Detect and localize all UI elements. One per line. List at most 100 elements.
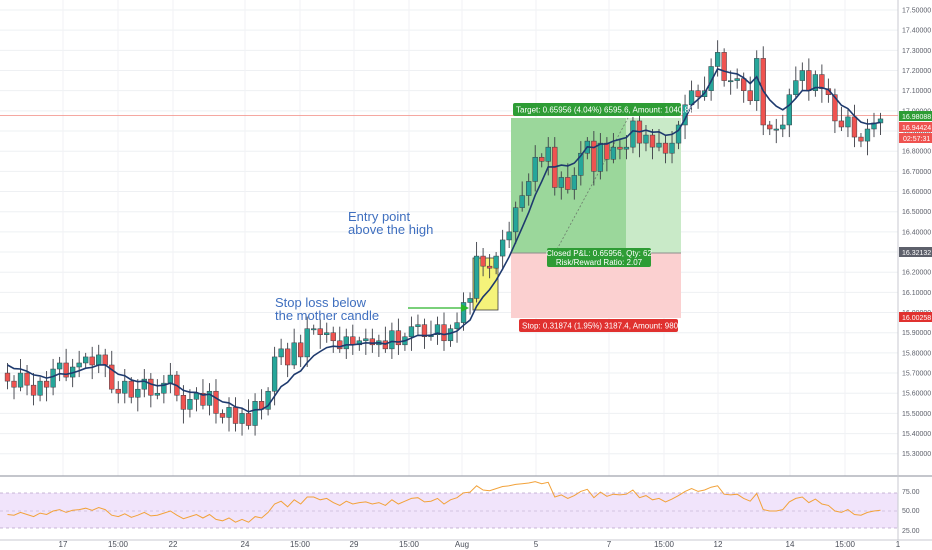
entry-price-tag xyxy=(899,247,932,257)
candle-up xyxy=(252,401,258,426)
time-tick-label: 12 xyxy=(714,540,723,549)
stop-note-line2: the mother candle xyxy=(275,308,379,323)
entry-price-tag-text: 16.32132 xyxy=(902,250,931,257)
price-tick-label: 15.80000 xyxy=(902,350,931,357)
candle-up xyxy=(167,374,174,384)
price-tick-label: 15.30000 xyxy=(902,451,931,458)
candle-up xyxy=(83,356,89,364)
stop-price-tag-text: 16.00258 xyxy=(902,315,931,322)
candle-up xyxy=(728,80,734,83)
countdown-tag-text: 02:57:31 xyxy=(903,136,930,143)
candle-down xyxy=(219,413,226,418)
price-axis[interactable]: 17.50000 17.40000 17.30000 17.20000 17.10000… xyxy=(902,8,931,459)
candle-down xyxy=(721,52,727,81)
candle-up xyxy=(161,382,167,394)
candle-down xyxy=(441,324,447,342)
time-tick-label: 14 xyxy=(786,540,795,549)
candle-down xyxy=(232,407,239,424)
candle-up xyxy=(610,146,617,160)
candle-up xyxy=(597,142,604,172)
candle-up xyxy=(506,231,512,241)
candle-up xyxy=(571,175,577,190)
price-tick-label: 16.80000 xyxy=(902,149,931,156)
candle-up xyxy=(473,255,480,299)
candle-up xyxy=(343,336,349,350)
candle-down xyxy=(395,330,402,346)
candle-down xyxy=(213,390,219,414)
candle-down xyxy=(298,342,304,358)
rsi-band xyxy=(0,493,898,528)
candle-down xyxy=(43,380,50,388)
candle-up xyxy=(526,181,532,196)
candle-up xyxy=(532,156,538,182)
candle-up xyxy=(623,146,630,150)
candle-up xyxy=(76,362,82,368)
candles xyxy=(4,40,884,436)
candle-up xyxy=(239,413,245,424)
candle-up xyxy=(460,302,467,323)
rsi-line xyxy=(7,481,881,523)
candle-up xyxy=(122,380,128,394)
stop-price-tag xyxy=(899,312,932,322)
last-price-tag-text: 16.94424 xyxy=(902,125,931,132)
candle-down xyxy=(591,140,597,172)
candle-down xyxy=(63,362,69,378)
candle-down xyxy=(662,142,669,154)
candle-down xyxy=(832,94,838,122)
price-tick-label: 17.50000 xyxy=(902,8,931,15)
candle-up xyxy=(271,356,278,392)
time-tick-label: 29 xyxy=(350,540,359,549)
entry-note-line1: Entry point xyxy=(348,209,411,224)
rsi-tick-25: 25.00 xyxy=(902,528,920,535)
candle-up xyxy=(434,324,441,335)
candle-down xyxy=(4,372,11,382)
ema-line xyxy=(7,67,881,413)
candle-up xyxy=(311,328,317,331)
entry-arrow xyxy=(408,304,469,312)
candle-up xyxy=(845,116,851,128)
time-axis[interactable]: 17 15:00 22 24 15:00 29 15:00 Aug 5 7 15:00 12 14 15:… xyxy=(59,540,901,549)
stop-label-box xyxy=(519,319,678,332)
candle-down xyxy=(337,340,343,350)
candle-up xyxy=(96,354,102,366)
candle-down xyxy=(649,134,656,148)
rsi-pane xyxy=(0,481,898,529)
candle-up xyxy=(630,120,636,148)
candle-up xyxy=(812,74,819,91)
entry-note-line2: above the high xyxy=(348,222,433,237)
price-tick-label: 16.20000 xyxy=(902,270,931,277)
candle-up xyxy=(291,342,297,366)
candle-up xyxy=(643,134,649,144)
rsi-tick-75: 75.00 xyxy=(902,489,920,496)
candle-up xyxy=(714,52,721,67)
price-tick-label: 15.90000 xyxy=(902,330,931,337)
candle-up xyxy=(408,326,415,338)
candle-up xyxy=(656,142,662,148)
candle-down xyxy=(565,177,571,190)
time-tick-label: 15:00 xyxy=(290,540,311,549)
time-tick-label: 5 xyxy=(534,540,539,549)
candle-down xyxy=(806,70,812,91)
candle-up xyxy=(37,380,43,396)
candle-down xyxy=(128,380,134,398)
candle-up xyxy=(864,128,871,142)
stop-note-line1: Stop loss below xyxy=(275,295,367,310)
closed-label-line1: Closed P&L: 0.65956, Qty: 62 xyxy=(546,249,652,258)
rsi-tick-50: 50.00 xyxy=(902,508,920,515)
time-tick-label: 1 xyxy=(896,540,901,549)
candle-up xyxy=(493,255,499,269)
price-tick-label: 16.40000 xyxy=(902,229,931,236)
candle-up xyxy=(50,368,56,388)
time-tick-label: 24 xyxy=(241,540,250,549)
candle-down xyxy=(767,124,773,130)
candle-down xyxy=(200,392,206,406)
candle-up xyxy=(793,80,799,95)
candle-up xyxy=(519,195,525,208)
candle-down xyxy=(369,338,375,346)
candle-up xyxy=(708,66,714,91)
candle-up xyxy=(56,362,63,370)
candle-up xyxy=(389,330,395,350)
closed-label-line2: Risk/Reward Ratio: 2.07 xyxy=(556,258,643,267)
candle-up xyxy=(675,124,682,144)
